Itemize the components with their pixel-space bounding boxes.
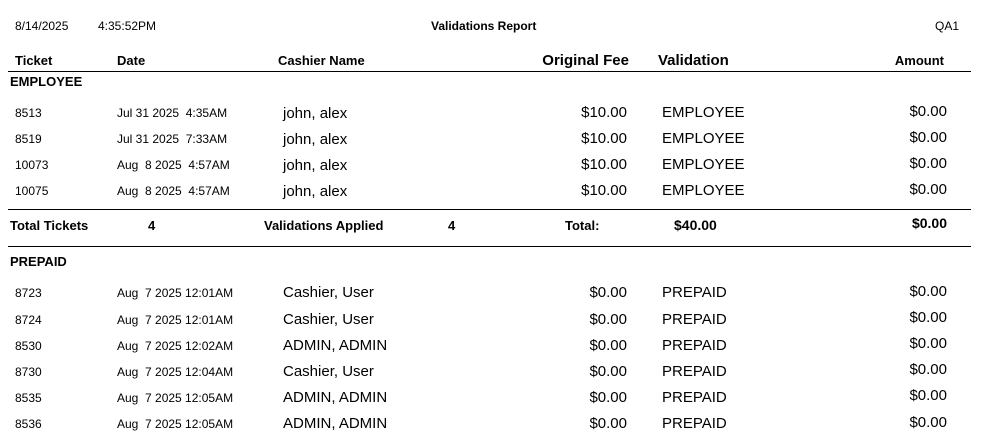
validation-cell: PREPAID [662, 389, 727, 406]
ticket-cell: 10075 [15, 184, 49, 198]
ticket-cell: 8724 [15, 313, 42, 327]
ticket-cell: 8519 [15, 132, 42, 146]
report-time: 4:35:52PM [98, 19, 157, 33]
date-cell: Aug 8 2025 4:57AM [117, 184, 230, 198]
validation-cell: PREPAID [662, 415, 727, 432]
total-label: Total: [565, 218, 600, 233]
validation-cell: EMPLOYEE [662, 104, 745, 121]
cashier-cell: Cashier, User [283, 311, 374, 328]
amount-cell: $0.00 [909, 414, 947, 431]
amount-cell: $0.00 [909, 129, 947, 146]
column-header-ticket: Ticket [15, 53, 53, 68]
amount-cell: $0.00 [909, 387, 947, 404]
fee-cell: $10.00 [581, 182, 627, 199]
ticket-cell: 8513 [15, 106, 42, 120]
ticket-cell: 8730 [15, 365, 42, 379]
cashier-cell: john, alex [283, 131, 348, 148]
column-header-original-fee: Original Fee [542, 52, 629, 69]
validation-cell: PREPAID [662, 284, 727, 301]
group-title-prepaid: PREPAID [10, 254, 67, 269]
validation-cell: PREPAID [662, 337, 727, 354]
total-tickets-label: Total Tickets [10, 218, 89, 233]
cashier-cell: Cashier, User [283, 363, 374, 380]
fee-cell: $0.00 [589, 389, 627, 406]
amount-cell: $0.00 [909, 335, 947, 352]
cashier-cell: ADMIN, ADMIN [283, 337, 388, 354]
fee-cell: $0.00 [589, 311, 627, 328]
total-fee-value: $40.00 [674, 217, 717, 233]
validation-cell: EMPLOYEE [662, 130, 745, 147]
fee-cell: $10.00 [581, 130, 627, 147]
date-cell: Aug 7 2025 12:04AM [117, 365, 234, 379]
ticket-cell: 8723 [15, 286, 42, 300]
report-date: 8/14/2025 [15, 19, 69, 33]
column-header-date: Date [117, 53, 146, 68]
fee-cell: $0.00 [589, 337, 627, 354]
total-tickets-value: 4 [148, 218, 156, 233]
date-cell: Aug 7 2025 12:01AM [117, 286, 234, 300]
amount-cell: $0.00 [909, 181, 947, 198]
ticket-cell: 10073 [15, 158, 49, 172]
date-cell: Aug 7 2025 12:01AM [117, 313, 234, 327]
ticket-cell: 8535 [15, 391, 42, 405]
totals-divider-bottom [8, 246, 971, 247]
totals-divider-top [8, 209, 971, 210]
total-amount-value: $0.00 [911, 215, 947, 231]
ticket-cell: 8536 [15, 417, 42, 431]
date-cell: Jul 31 2025 7:33AM [117, 132, 228, 146]
column-header-amount: Amount [894, 53, 944, 68]
date-cell: Aug 7 2025 12:02AM [117, 339, 234, 353]
report-title: Validations Report [431, 19, 537, 33]
validations-applied-label: Validations Applied [264, 218, 384, 233]
ticket-cell: 8530 [15, 339, 42, 353]
header-divider [8, 71, 971, 72]
validation-cell: EMPLOYEE [662, 156, 745, 173]
date-cell: Aug 7 2025 12:05AM [117, 391, 234, 405]
amount-cell: $0.00 [909, 103, 947, 120]
fee-cell: $0.00 [589, 284, 627, 301]
validations-applied-value: 4 [448, 218, 456, 233]
amount-cell: $0.00 [909, 309, 947, 326]
cashier-cell: john, alex [283, 105, 348, 122]
site-code: QA1 [935, 19, 960, 33]
amount-cell: $0.00 [909, 155, 947, 172]
fee-cell: $0.00 [589, 363, 627, 380]
cashier-cell: Cashier, User [283, 284, 374, 301]
fee-cell: $10.00 [581, 104, 627, 121]
column-header-cashier: Cashier Name [278, 53, 365, 68]
validation-cell: PREPAID [662, 363, 727, 380]
cashier-cell: ADMIN, ADMIN [283, 415, 388, 432]
validation-cell: EMPLOYEE [662, 182, 745, 199]
date-cell: Jul 31 2025 4:35AM [117, 106, 228, 120]
validation-cell: PREPAID [662, 311, 727, 328]
group-title-employee: EMPLOYEE [10, 74, 83, 89]
column-header-validation: Validation [658, 52, 729, 69]
amount-cell: $0.00 [909, 361, 947, 378]
fee-cell: $0.00 [589, 415, 627, 432]
fee-cell: $10.00 [581, 156, 627, 173]
cashier-cell: ADMIN, ADMIN [283, 389, 388, 406]
date-cell: Aug 7 2025 12:05AM [117, 417, 234, 431]
cashier-cell: john, alex [283, 183, 348, 200]
cashier-cell: john, alex [283, 157, 348, 174]
date-cell: Aug 8 2025 4:57AM [117, 158, 230, 172]
amount-cell: $0.00 [909, 283, 947, 300]
